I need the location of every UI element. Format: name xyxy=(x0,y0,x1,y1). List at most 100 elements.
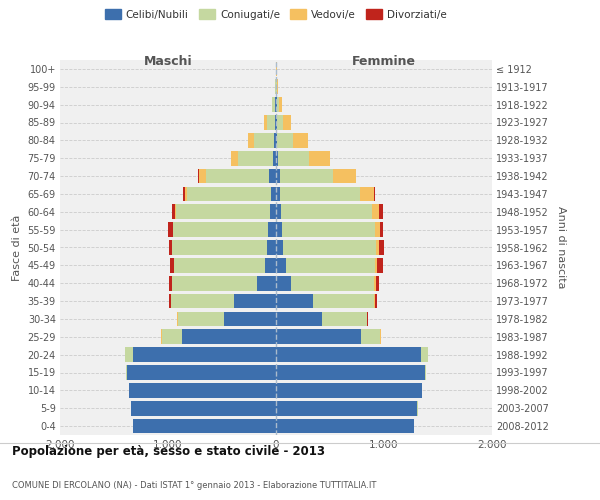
Bar xyxy=(278,151,308,166)
Bar xyxy=(380,222,383,237)
Bar xyxy=(169,240,172,255)
Bar xyxy=(206,168,269,184)
Bar xyxy=(175,258,265,272)
Bar xyxy=(276,98,277,112)
Bar xyxy=(425,365,426,380)
Bar xyxy=(276,401,418,415)
Bar xyxy=(238,151,274,166)
Bar xyxy=(125,348,133,362)
Bar xyxy=(175,204,176,219)
Bar xyxy=(169,294,171,308)
Bar xyxy=(421,348,428,362)
Bar xyxy=(183,186,185,201)
Bar xyxy=(269,168,276,184)
Bar xyxy=(172,276,257,290)
Bar xyxy=(276,330,361,344)
Bar xyxy=(133,419,276,434)
Text: Maschi: Maschi xyxy=(143,54,193,68)
Bar xyxy=(199,168,206,184)
Bar xyxy=(133,348,276,362)
Bar xyxy=(374,186,375,201)
Bar xyxy=(333,168,356,184)
Bar xyxy=(185,186,187,201)
Bar xyxy=(283,115,290,130)
Bar xyxy=(129,383,276,398)
Bar xyxy=(276,168,280,184)
Bar xyxy=(267,115,275,130)
Y-axis label: Anni di nascita: Anni di nascita xyxy=(556,206,566,289)
Bar xyxy=(277,133,293,148)
Bar xyxy=(276,204,281,219)
Bar xyxy=(276,294,313,308)
Bar xyxy=(268,222,276,237)
Bar xyxy=(279,98,281,112)
Bar xyxy=(127,365,276,380)
Bar xyxy=(169,276,172,290)
Bar xyxy=(176,204,270,219)
Bar xyxy=(276,419,414,434)
Bar xyxy=(276,258,286,272)
Bar xyxy=(169,222,173,237)
Bar xyxy=(171,294,234,308)
Bar xyxy=(322,312,367,326)
Bar xyxy=(276,383,422,398)
Bar xyxy=(172,204,175,219)
Bar xyxy=(375,294,377,308)
Bar xyxy=(361,330,380,344)
Bar xyxy=(234,294,276,308)
Bar xyxy=(283,240,376,255)
Bar xyxy=(274,151,276,166)
Bar xyxy=(376,258,377,272)
Bar xyxy=(374,276,376,290)
Bar xyxy=(161,330,182,344)
Bar xyxy=(268,240,276,255)
Bar xyxy=(265,258,276,272)
Bar xyxy=(178,312,224,326)
Bar xyxy=(276,151,278,166)
Bar xyxy=(360,186,374,201)
Bar xyxy=(126,365,127,380)
Bar xyxy=(272,98,275,112)
Bar xyxy=(275,115,276,130)
Bar xyxy=(277,115,283,130)
Bar xyxy=(275,98,276,112)
Bar xyxy=(379,204,383,219)
Bar xyxy=(131,401,276,415)
Bar xyxy=(274,133,276,148)
Bar xyxy=(276,365,425,380)
Bar xyxy=(254,133,274,148)
Bar xyxy=(277,80,278,94)
Bar xyxy=(173,222,268,237)
Bar xyxy=(182,330,276,344)
Bar xyxy=(376,240,379,255)
Bar xyxy=(265,115,267,130)
Legend: Celibi/Nubili, Coniugati/e, Vedovi/e, Divorziati/e: Celibi/Nubili, Coniugati/e, Vedovi/e, Di… xyxy=(101,5,451,24)
Bar xyxy=(282,222,375,237)
Bar xyxy=(271,186,276,201)
Bar xyxy=(170,258,174,272)
Bar xyxy=(281,204,371,219)
Bar xyxy=(308,151,330,166)
Text: Popolazione per età, sesso e stato civile - 2013: Popolazione per età, sesso e stato civil… xyxy=(12,444,325,458)
Text: Femmine: Femmine xyxy=(352,54,416,68)
Bar xyxy=(276,133,277,148)
Bar xyxy=(280,186,359,201)
Bar xyxy=(376,276,379,290)
Bar xyxy=(277,98,279,112)
Bar xyxy=(230,151,238,166)
Bar xyxy=(276,276,291,290)
Bar xyxy=(276,115,277,130)
Bar xyxy=(276,240,283,255)
Text: COMUNE DI ERCOLANO (NA) - Dati ISTAT 1° gennaio 2013 - Elaborazione TUTTITALIA.I: COMUNE DI ERCOLANO (NA) - Dati ISTAT 1° … xyxy=(12,481,376,490)
Bar xyxy=(375,222,380,237)
Bar xyxy=(172,240,268,255)
Bar xyxy=(377,258,383,272)
Bar xyxy=(293,133,308,148)
Bar xyxy=(224,312,276,326)
Bar xyxy=(276,186,280,201)
Bar xyxy=(280,168,333,184)
Bar xyxy=(367,312,368,326)
Bar xyxy=(187,186,271,201)
Bar xyxy=(374,294,375,308)
Bar xyxy=(313,294,374,308)
